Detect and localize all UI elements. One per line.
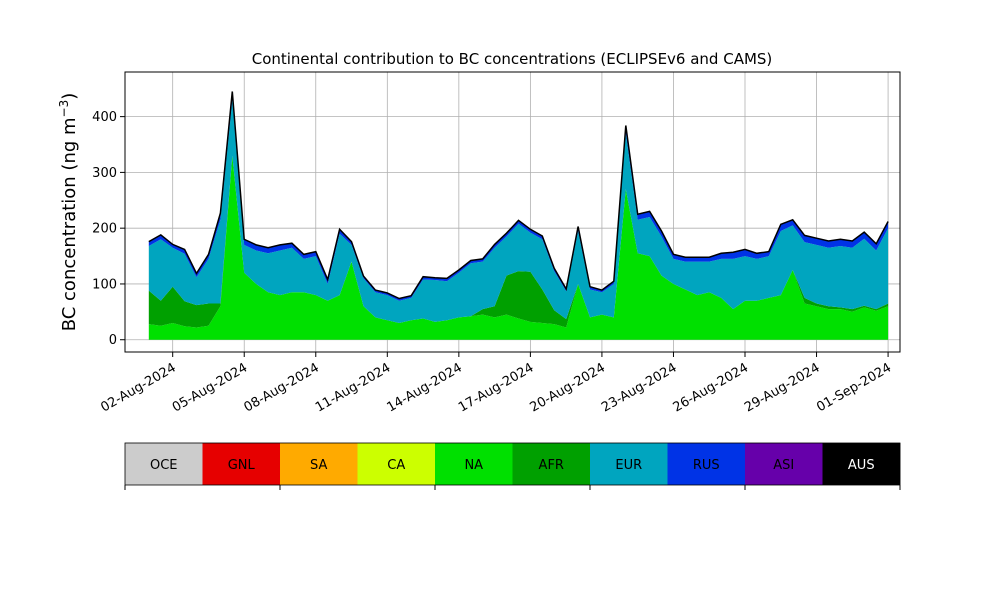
x-tick-label: 05-Aug-2024 — [170, 360, 250, 415]
legend-label-afr: AFR — [539, 458, 564, 473]
y-axis-label-exponent: −3 — [57, 100, 71, 118]
legend-swatch-sa — [280, 443, 358, 485]
legend-label-sa: SA — [310, 458, 327, 473]
legend-swatch-ca — [357, 443, 436, 485]
x-tick-label: 23-Aug-2024 — [599, 360, 679, 415]
legend-swatch-gnl — [202, 443, 281, 485]
area-eur — [148, 99, 889, 324]
legend-label-asi: ASI — [773, 458, 794, 473]
y-tick-label: 0 — [109, 333, 117, 348]
y-tick-label: 100 — [92, 277, 117, 292]
plot-area: 0 100 200 300 400 02-Aug-202405-Aug-202408-A… — [92, 71, 901, 416]
area-na — [148, 155, 889, 340]
plot-frame — [124, 71, 901, 353]
legend-label-ca: CA — [387, 458, 405, 473]
legend-swatch-aus — [822, 443, 901, 485]
y-axis-label-suffix: ) — [59, 93, 80, 100]
y-axis-label: BC concentration (ng m−3) — [57, 93, 80, 332]
x-tick-label: 11-Aug-2024 — [313, 360, 393, 415]
x-tick-label: 01-Sep-2024 — [814, 360, 894, 415]
x-tick-label: 14-Aug-2024 — [384, 360, 464, 415]
x-tick-label: 29-Aug-2024 — [742, 360, 822, 415]
x-tick-label: 02-Aug-2024 — [98, 360, 178, 415]
y-axis-label-main: BC concentration (ng m — [59, 117, 80, 331]
chart-title: Continental contribution to BC concentra… — [252, 50, 773, 68]
x-axis-ticks: 02-Aug-202405-Aug-202408-Aug-202411-Aug-… — [98, 352, 894, 416]
area-afr — [148, 155, 889, 328]
x-tick-label: 08-Aug-2024 — [241, 360, 321, 415]
x-tick-label: 17-Aug-2024 — [456, 360, 536, 415]
legend-label-na: NA — [464, 458, 483, 473]
stacked-areas — [148, 91, 889, 340]
legend-label-oce: OCE — [150, 458, 178, 473]
legend-label-eur: EUR — [615, 458, 642, 473]
y-tick-label: 400 — [92, 110, 117, 125]
legend-swatch-rus — [667, 443, 746, 485]
y-axis-ticks: 0 100 200 300 400 — [92, 110, 125, 348]
legend-swatch-afr — [512, 443, 591, 485]
x-tick-label: 26-Aug-2024 — [671, 360, 751, 415]
legend-swatch-na — [435, 443, 513, 485]
total-concentration-line — [148, 91, 889, 300]
legend-label-rus: RUS — [693, 458, 720, 473]
legend-frame — [124, 442, 901, 486]
y-tick-label: 200 — [92, 222, 117, 237]
region-legend-colorbar: OCE GNL SA CA NA AFR EUR RUS ASI AUS — [124, 442, 901, 490]
legend-swatch-oce — [125, 443, 203, 485]
y-tick-label: 300 — [92, 166, 117, 181]
legend-swatch-eur — [590, 443, 668, 485]
legend-label-gnl: GNL — [228, 458, 256, 473]
x-tick-label: 20-Aug-2024 — [528, 360, 608, 415]
legend-label-aus: AUS — [848, 458, 875, 473]
legend-swatch-asi — [745, 443, 823, 485]
